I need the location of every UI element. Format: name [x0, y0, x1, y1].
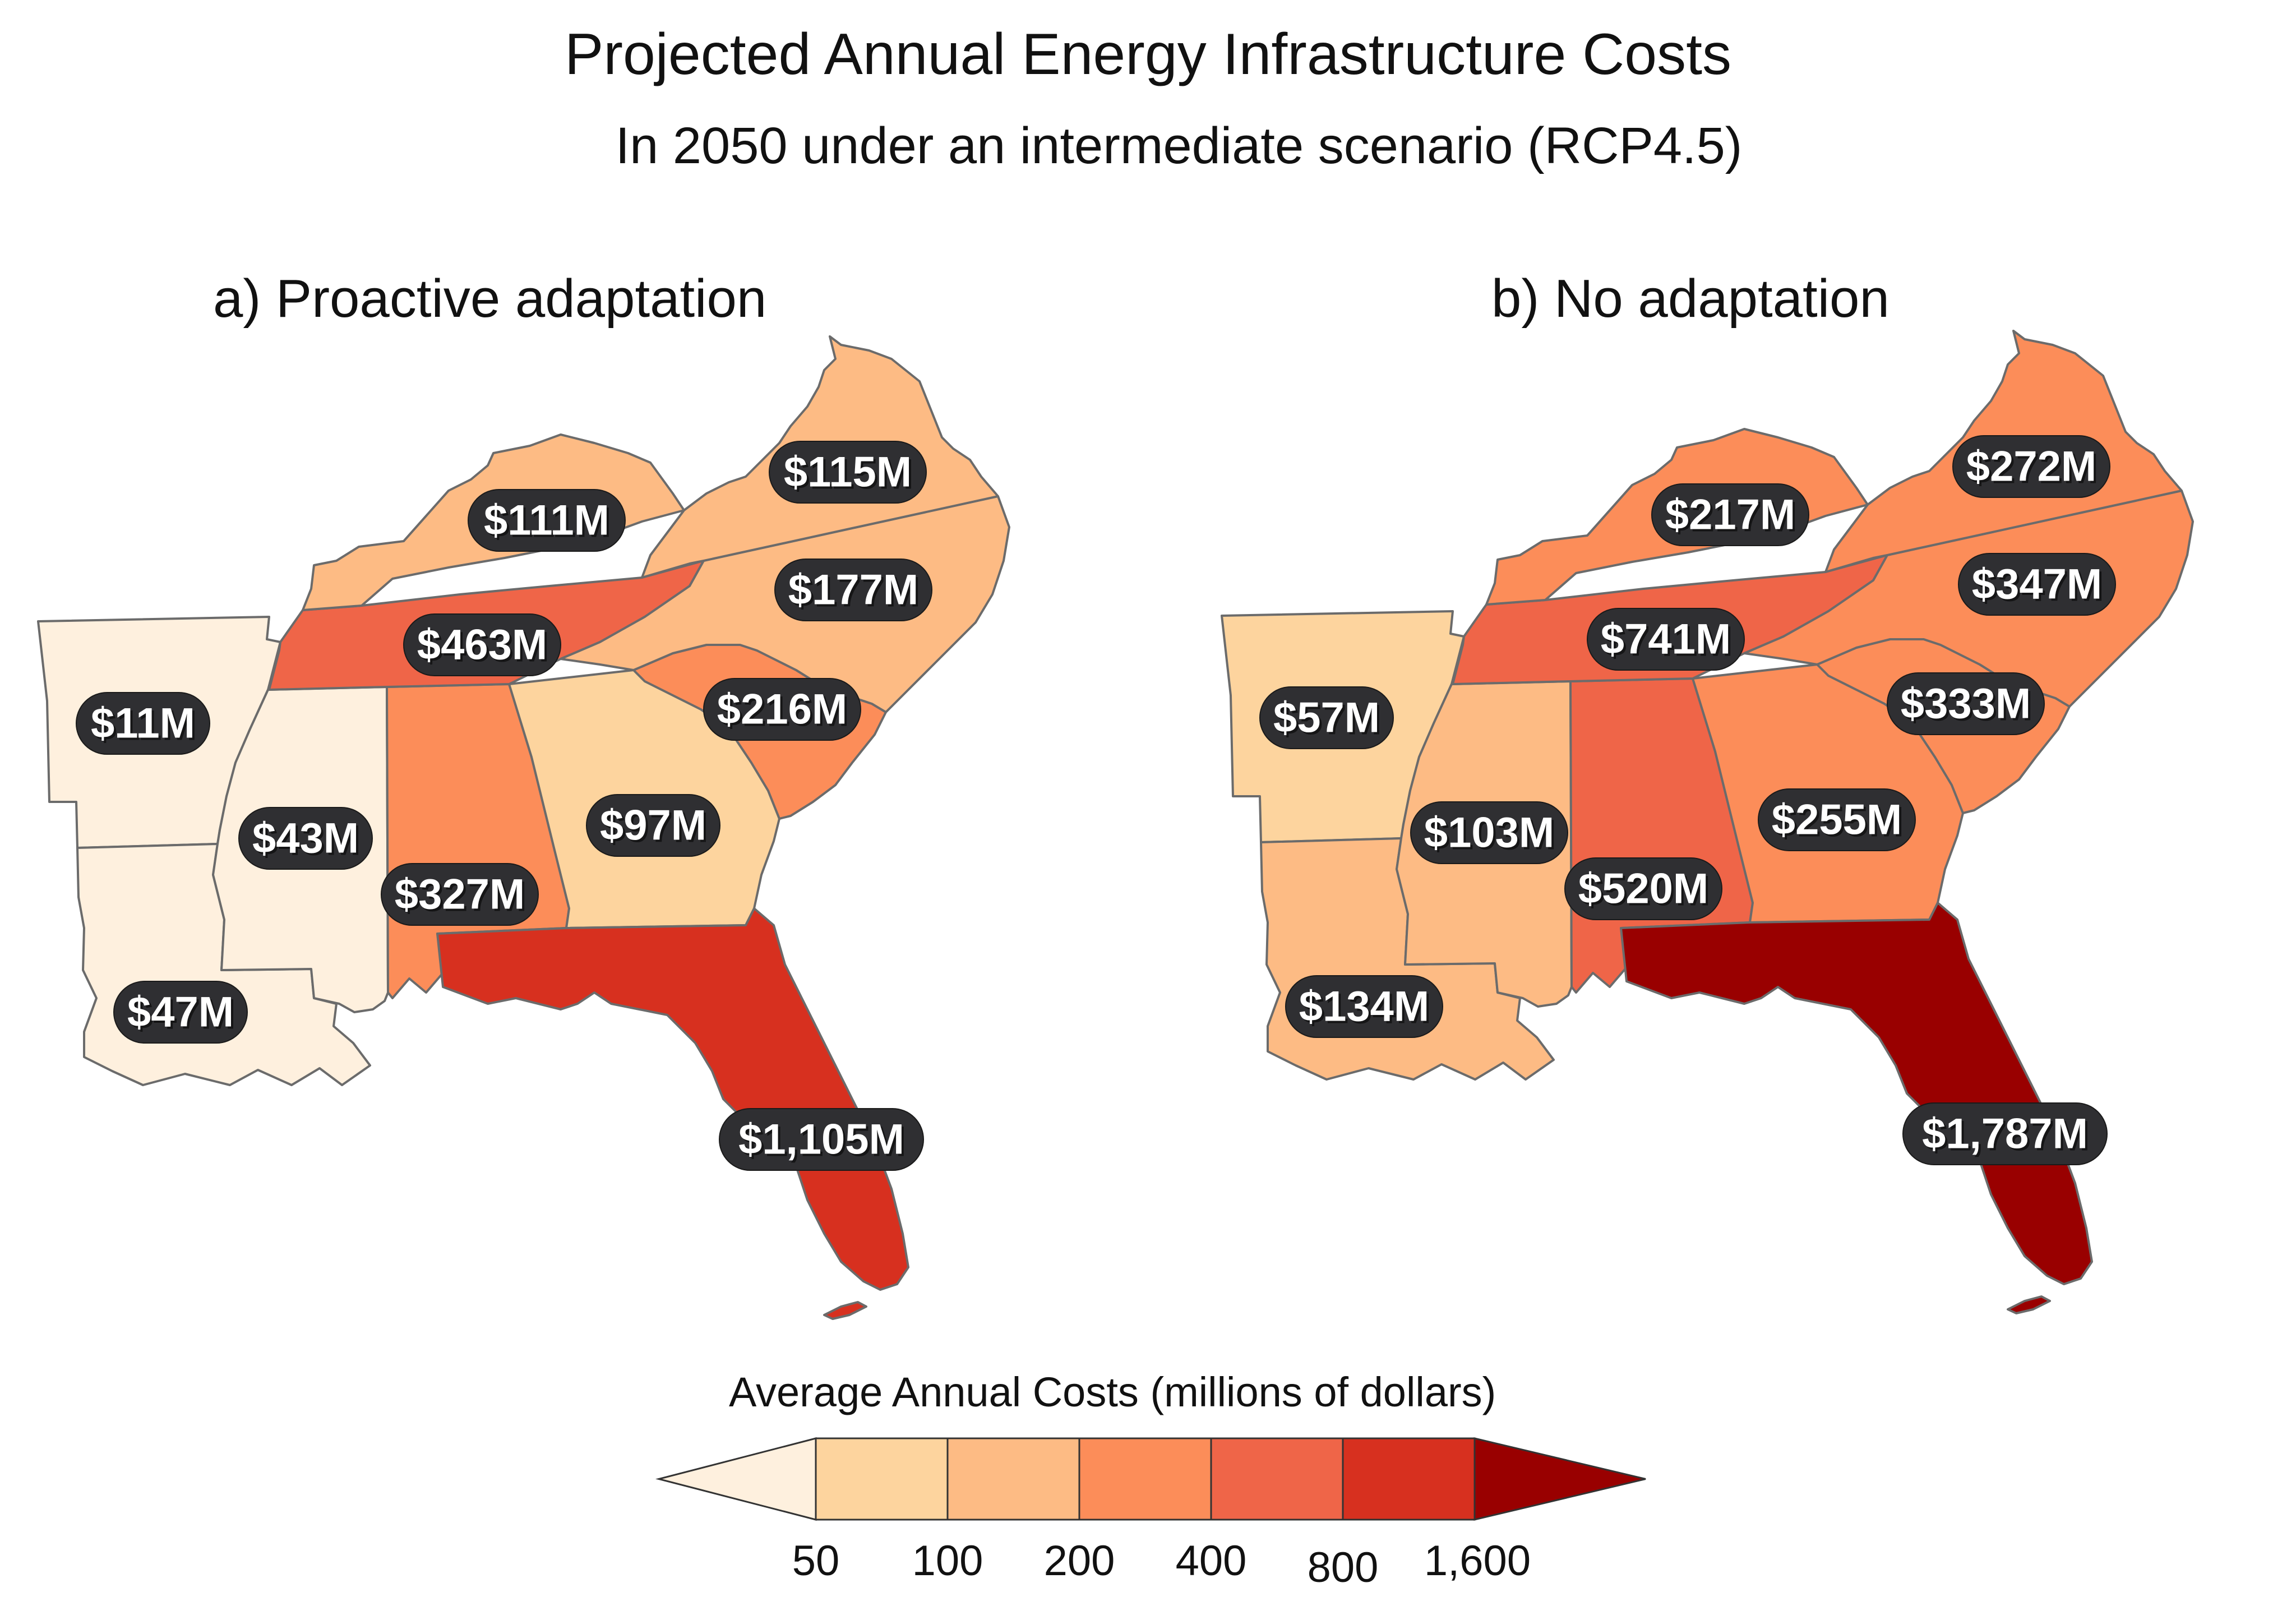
cost-label-text: $97M [600, 802, 706, 850]
svg-text:$347M: $347M [1974, 563, 2104, 611]
svg-text:$111M: $111M [486, 499, 612, 547]
cost-label-text: $347M [1972, 561, 2102, 608]
cost-label-georgia: $97M$97M [586, 794, 720, 857]
legend-bin-below [655, 1437, 817, 1521]
colorbar-legend [655, 1437, 1646, 1521]
cost-label-south-carolina: $333M$333M [1887, 672, 2045, 735]
svg-text:$463M: $463M [419, 624, 549, 671]
legend-title: Average Annual Costs (millions of dollar… [729, 1369, 1496, 1415]
cost-label-florida: $1,787M$1,787M [1902, 1102, 2108, 1165]
svg-text:$97M: $97M [602, 804, 709, 852]
svg-text:$333M: $333M [1903, 682, 2033, 730]
cost-label-alabama: $520M$520M [1564, 857, 1722, 920]
cost-label-text: $272M [1966, 443, 2096, 491]
cost-label-tennessee: $741M$741M [1587, 608, 1745, 671]
cost-label-arkansas: $57M$57M [1259, 686, 1394, 749]
svg-text:$57M: $57M [1276, 696, 1382, 744]
legend-tick-label: 800 [1307, 1544, 1379, 1591]
cost-label-text: $103M [1424, 809, 1554, 857]
state-florida [1620, 902, 2093, 1285]
cost-label-south-carolina: $216M$216M [703, 678, 861, 741]
cost-label-arkansas: $11M$11M [76, 692, 210, 755]
legend-bin [1078, 1437, 1212, 1521]
cost-label-text: $111M [484, 497, 609, 544]
cost-label-text: $134M [1299, 983, 1429, 1031]
svg-text:$741M: $741M [1603, 618, 1733, 666]
svg-text:$520M: $520M [1581, 867, 1711, 915]
cost-label-text: $115M [784, 449, 912, 496]
legend-bin [1210, 1437, 1344, 1521]
cost-label-text: $43M [252, 815, 359, 862]
cost-label-text: $11M [91, 700, 195, 747]
cost-label-georgia: $255M$255M [1758, 788, 1916, 851]
legend-tick-label: 50 [792, 1537, 840, 1585]
cost-label-kentucky: $111M$111M [468, 489, 626, 552]
cost-label-text: $216M [717, 686, 847, 733]
cost-label-florida: $1,105M$1,105M [719, 1108, 924, 1171]
cost-label-louisiana: $47M$47M [113, 981, 248, 1044]
svg-text:$255M: $255M [1774, 799, 1904, 846]
florida-keys [2007, 1295, 2051, 1314]
svg-text:$272M: $272M [1969, 445, 2099, 493]
cost-label-virginia: $115M$115M [769, 441, 927, 504]
svg-text:$103M: $103M [1426, 811, 1556, 859]
legend-tick-label: 1,600 [1424, 1537, 1531, 1585]
svg-text:$115M: $115M [786, 451, 914, 499]
cost-label-text: $333M [1901, 680, 2031, 728]
cost-label-text: $255M [1772, 796, 1902, 844]
svg-text:$134M: $134M [1301, 985, 1431, 1033]
cost-label-text: $741M [1601, 616, 1731, 663]
cost-label-north-carolina: $347M$347M [1958, 553, 2116, 616]
state-florida [436, 907, 909, 1291]
cost-label-text: $1,105M [738, 1116, 904, 1164]
svg-text:$11M: $11M [93, 702, 197, 750]
figure-title: Projected Annual Energy Infrastructure C… [564, 22, 1732, 87]
panel-b-title: b) No adaptation [1491, 269, 1890, 329]
panel-a-title: a) Proactive adaptation [213, 269, 767, 329]
cost-label-text: $47M [127, 989, 234, 1036]
cost-label-text: $217M [1665, 491, 1795, 539]
cost-label-mississippi: $43M$43M [238, 807, 373, 870]
florida-keys [823, 1301, 867, 1320]
svg-text:$43M: $43M [255, 817, 361, 865]
cost-label-north-carolina: $177M$177M [774, 559, 932, 621]
cost-label-text: $463M [417, 621, 547, 669]
svg-text:$216M: $216M [719, 688, 849, 736]
cost-label-mississippi: $103M$103M [1410, 801, 1568, 864]
cost-label-text: $177M [788, 566, 918, 614]
cost-label-text: $327M [395, 871, 525, 919]
svg-text:$1,105M: $1,105M [741, 1118, 907, 1166]
legend-bin-above [1473, 1437, 1646, 1521]
cost-label-text: $1,787M [1922, 1110, 2088, 1158]
legend-tick-label: 400 [1175, 1537, 1247, 1585]
svg-text:$177M: $177M [791, 569, 921, 616]
cost-label-virginia: $272M$272M [1952, 435, 2110, 498]
cost-label-louisiana: $134M$134M [1285, 975, 1443, 1038]
cost-label-tennessee: $463M$463M [403, 613, 561, 676]
legend-bin [946, 1437, 1080, 1521]
svg-text:$327M: $327M [397, 873, 527, 921]
cost-label-text: $520M [1578, 865, 1708, 913]
legend-bin [1342, 1437, 1476, 1521]
map-panel-a: $11M$11M$47M$47M$43M$43M$327M$327M$463M$… [37, 335, 1010, 1320]
legend-tick-label: 200 [1043, 1537, 1115, 1585]
svg-text:$217M: $217M [1667, 493, 1798, 541]
legend-bin [815, 1437, 949, 1521]
cost-label-text: $57M [1273, 694, 1380, 742]
svg-text:$1,787M: $1,787M [1924, 1113, 2090, 1160]
map-panel-b: $57M$57M $134M$134M $103M$103M$520M$520M $7… [1221, 330, 2194, 1314]
legend-tick-label: 100 [912, 1537, 983, 1585]
svg-text:$47M: $47M [130, 991, 236, 1039]
cost-label-kentucky: $217M$217M [1651, 483, 1809, 546]
figure-subtitle: In 2050 under an intermediate scenario (… [615, 117, 1743, 174]
cost-label-alabama: $327M$327M [381, 863, 539, 926]
